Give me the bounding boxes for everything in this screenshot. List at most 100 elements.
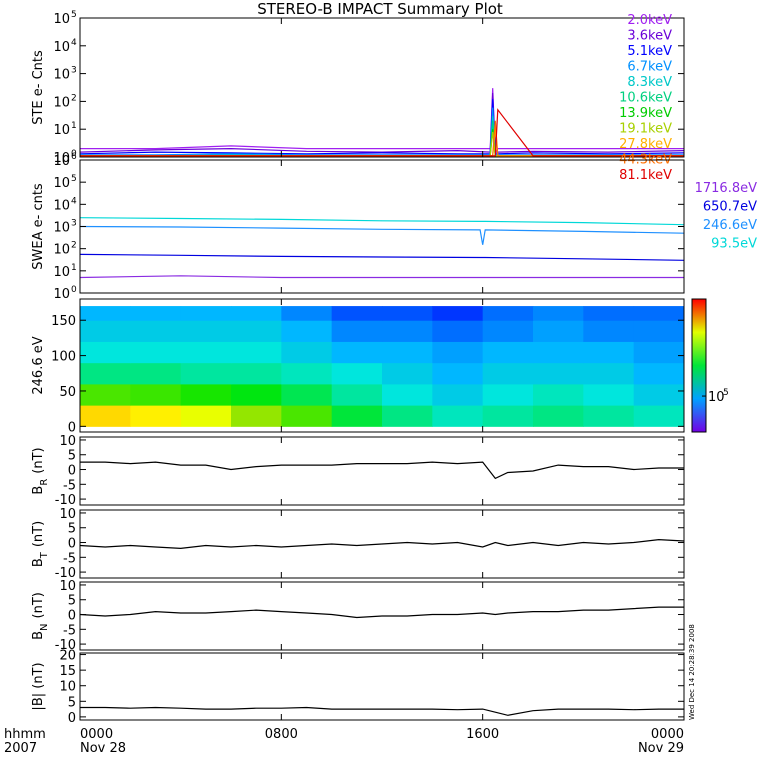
y-tick-label: 10 [53,95,70,110]
y-tick-label: 5 [68,695,76,710]
series-line [80,538,684,550]
heatmap-cell [331,383,383,406]
y-tick-label: 10 [53,243,70,258]
year-label: 2007 [4,741,37,756]
y-tick-label: 10 [53,68,70,83]
legend-entry: 8.3keV [627,75,672,90]
heatmap-cell [331,306,383,321]
y-tick-label: 0 [68,537,76,552]
heatmap-cell [633,405,684,427]
y-tick-exponent: 4 [71,196,77,206]
heatmap-cell [482,306,534,321]
y-label-sub: T [39,551,50,559]
y-tick-label: 10 [53,198,70,213]
y-label-unit: (nT) [31,521,46,547]
y-label-sub: R [39,479,50,486]
legend-entry: 650.7eV [703,200,757,215]
heatmap-cell [80,383,131,406]
y-tick-label: 10 [59,579,76,594]
y-label-unit: (nT) [31,592,46,618]
x-tick-label: 1600 [466,727,499,742]
heatmap-cell [180,341,232,364]
heatmap-cell [281,405,333,427]
end-date: Nov 29 [638,741,684,756]
heatmap-cell [80,405,131,427]
plot-area [80,461,684,480]
y-tick-label: 10 [59,680,76,695]
heatmap-cell [331,405,383,427]
series-line [80,706,684,716]
panel-frame [79,298,685,433]
y-label-main: |B| (nT) [31,662,46,710]
y-tick-exponent: 5 [71,174,77,184]
heatmap-cell [482,320,534,342]
heatmap-cell [583,320,635,342]
heatmap-cell [533,362,584,385]
heatmap-cell [281,341,333,364]
y-tick-exponent: 3 [71,66,77,76]
heatmap-cell [331,362,383,385]
legend-entry: 2.0keV [627,13,672,28]
series-line [80,275,684,279]
series-line [80,253,684,261]
legend-entry: 6.7keV [627,60,672,75]
plot-area [80,306,684,427]
heatmap-cell [180,405,232,427]
y-tick-label: 0 [68,464,76,479]
y-tick-label: -10 [55,638,76,653]
heatmap-cell [482,362,534,385]
series-line [80,92,684,153]
plot-area [80,706,684,716]
y-tick-label: 5 [68,449,76,464]
y-tick-exponent: 4 [71,38,77,48]
heatmap-cell [231,383,282,406]
heatmap-cell [130,320,182,342]
heatmap-cell [533,405,584,427]
y-tick-label: 10 [53,12,70,27]
legend-entry: 5.1keV [627,44,672,59]
plot-area [80,606,684,619]
heatmap-cell [231,405,282,427]
y-tick-exponent: 0 [71,149,77,159]
colorbar [691,298,707,433]
heatmap-cell [432,341,484,364]
y-tick-label: 20 [59,649,76,664]
heatmap-cell [281,362,333,385]
plot-title: STEREO-B IMPACT Summary Plot [257,0,503,18]
format-label: hhmm [4,727,46,742]
y-tick-label: 5 [68,522,76,537]
y-axis-label: SWEA e- cnts [31,183,46,270]
x-tick-label: 0000 [80,727,113,742]
series-line [80,217,684,226]
legend-entry: 19.1keV [619,122,672,137]
series-line [80,108,684,157]
colorbar-tick-exponent: 5 [723,388,729,398]
y-label-main: SWEA e- cnts [31,183,46,270]
series-line [80,461,684,480]
heatmap-cell [533,383,584,406]
y-tick-exponent: 6 [71,152,77,162]
plot-area [80,538,684,550]
heatmap-cell [633,306,684,321]
series-line [80,606,684,619]
heatmap-cell [382,341,433,364]
y-axis-label: BR (nT) [31,447,50,494]
heatmap-cell [432,405,484,427]
heatmap-cell [432,362,484,385]
plot-area [80,88,684,157]
y-label-unit: (nT) [31,447,46,473]
y-axis-label: STE e- Cnts [31,50,46,125]
heatmap-cell [281,320,333,342]
legend-entry: 246.6eV [703,218,757,233]
heatmap-cell [130,362,182,385]
y-label-main: 246.6 eV [31,336,46,394]
timestamp: Wed Dec 14 20:28:39 2008 [688,624,696,720]
heatmap-cell [533,320,584,342]
heatmap-cell [432,383,484,406]
panel-frame [79,436,685,506]
heatmap-cell [633,362,684,385]
heatmap-cell [331,320,383,342]
heatmap-cell [382,306,433,321]
y-tick-label: 10 [53,154,70,169]
heatmap-cell [130,405,182,427]
